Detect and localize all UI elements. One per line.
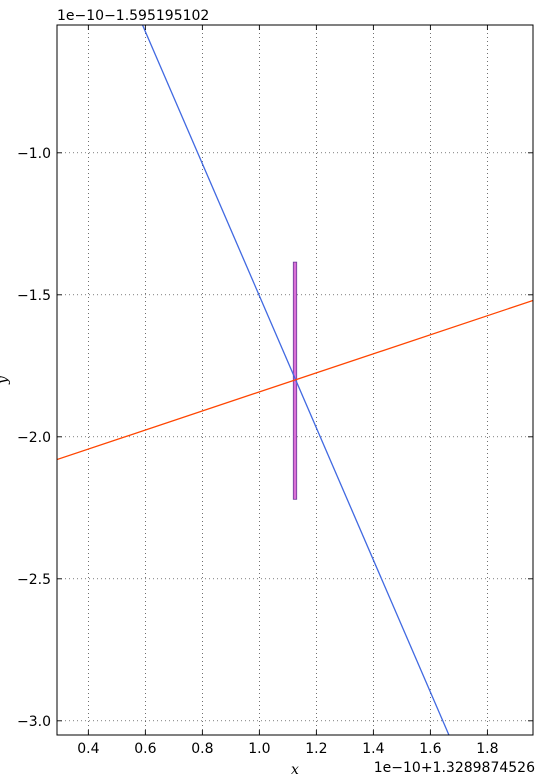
x-axis-label: x bbox=[291, 762, 299, 778]
y-tick-label: −3.0 bbox=[17, 714, 51, 730]
y-axis-label: y bbox=[0, 375, 11, 385]
x-tick-label: 0.4 bbox=[77, 741, 99, 757]
x-tick-labels: 0.4 0.6 0.8 1.0 1.2 1.4 1.6 1.8 bbox=[77, 741, 498, 757]
x-tick-label: 0.6 bbox=[134, 741, 156, 757]
x-tick-label: 1.2 bbox=[305, 741, 327, 757]
y-tick-label: −1.5 bbox=[17, 288, 51, 304]
grid-layer bbox=[57, 25, 533, 735]
y-tick-labels: −1.0 −1.5 −2.0 −2.5 −3.0 bbox=[17, 146, 51, 730]
x-offset-label: 1e−10+1.3289874526 bbox=[374, 760, 535, 776]
y-tick-label: −2.0 bbox=[17, 430, 51, 446]
series-layer bbox=[57, 25, 533, 735]
tick-layer bbox=[57, 25, 533, 735]
x-tick-label: 1.0 bbox=[248, 741, 270, 757]
y-tick-label: −2.5 bbox=[17, 572, 51, 588]
x-tick-label: 1.6 bbox=[419, 741, 441, 757]
x-tick-label: 1.4 bbox=[362, 741, 384, 757]
y-offset-label: 1e−10−1.595195102 bbox=[57, 8, 209, 24]
series-line-2 bbox=[57, 299, 533, 461]
plot-frame bbox=[56, 24, 534, 736]
x-tick-label: 1.8 bbox=[476, 741, 498, 757]
x-tick-label: 0.8 bbox=[191, 741, 213, 757]
y-tick-label: −1.0 bbox=[17, 146, 51, 162]
